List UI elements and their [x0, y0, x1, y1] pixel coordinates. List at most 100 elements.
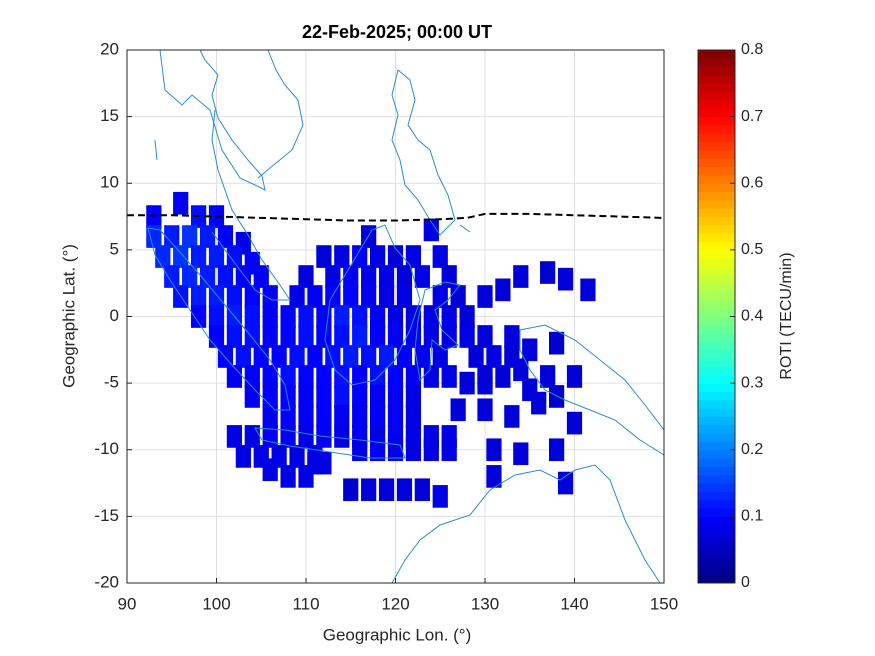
roti-cell: [486, 465, 502, 488]
roti-cell: [262, 305, 278, 328]
roti-cell: [495, 365, 511, 388]
y-tick-label: -5: [104, 373, 119, 392]
roti-cell: [378, 345, 395, 368]
y-tick-label: 0: [110, 306, 119, 325]
roti-cell: [423, 365, 439, 388]
colorbar-step: [698, 308, 735, 317]
x-tick-label: 150: [650, 594, 678, 613]
roti-cell: [244, 385, 260, 408]
roti-cell: [208, 325, 225, 348]
roti-cell: [146, 205, 162, 228]
roti-cell: [441, 438, 457, 462]
roti-cell: [477, 325, 493, 348]
colorbar-step: [698, 516, 735, 526]
roti-cell: [190, 305, 207, 328]
roti-cell: [262, 365, 278, 388]
colorbar-step: [698, 383, 735, 392]
roti-cell: [280, 365, 296, 388]
colorbar-step: [698, 549, 735, 559]
roti-cell: [343, 265, 359, 288]
roti-cell: [557, 267, 574, 291]
roti-cell: [280, 405, 296, 428]
y-tick-label: -10: [94, 439, 119, 458]
roti-cell: [423, 438, 439, 462]
roti-cell: [173, 245, 189, 268]
roti-cell: [199, 225, 216, 248]
roti-cell: [477, 285, 493, 308]
colorbar-step: [698, 174, 735, 184]
roti-cell: [253, 345, 269, 368]
roti-cell: [352, 305, 368, 328]
roti-cell: [580, 278, 596, 302]
roti-cell: [217, 265, 234, 288]
roti-cell: [405, 385, 422, 408]
colorbar-step: [698, 374, 735, 384]
coastline: [147, 227, 291, 411]
roti-cell: [244, 365, 260, 388]
colorbar-step: [698, 333, 735, 342]
colorbar-tick-label: 0.5: [741, 241, 763, 258]
colorbar-step: [698, 533, 735, 542]
colorbar-step: [698, 116, 735, 126]
colorbar: [698, 50, 735, 584]
roti-cell: [316, 245, 332, 268]
colorbar-tick-label: 0.1: [741, 508, 763, 525]
roti-cell: [441, 305, 457, 328]
roti-cell: [495, 278, 511, 302]
colorbar-step: [698, 299, 735, 309]
roti-cell: [477, 371, 493, 395]
roti-cell: [513, 265, 529, 288]
roti-cell: [226, 365, 243, 388]
roti-cell: [432, 345, 448, 368]
roti-cell: [432, 285, 448, 308]
roti-cell: [441, 265, 457, 288]
roti-cell: [450, 285, 466, 308]
colorbar-step: [698, 108, 735, 118]
colorbar-step: [698, 474, 735, 484]
roti-cell: [369, 438, 386, 462]
roti-cell: [513, 442, 529, 466]
roti-cell: [235, 345, 251, 368]
roti-cell: [262, 325, 278, 348]
colorbar-label: ROTI (TECU/min): [778, 252, 795, 379]
colorbar-step: [698, 66, 735, 76]
coastline: [154, 139, 471, 233]
roti-cell: [289, 285, 305, 308]
colorbar-step: [698, 358, 735, 367]
colorbar-tick-label: 0.7: [741, 108, 763, 125]
roti-cell: [164, 265, 180, 288]
roti-cell: [387, 305, 404, 328]
colorbar-step: [698, 449, 735, 459]
x-tick-label: 140: [560, 594, 588, 613]
roti-cell: [396, 285, 413, 308]
roti-cell: [244, 305, 260, 328]
roti-cell: [352, 405, 368, 428]
roti-cell: [190, 245, 207, 268]
coastline: [159, 49, 266, 191]
roti-cell: [325, 285, 341, 308]
roti-cell: [262, 285, 278, 308]
roti-cell: [396, 345, 413, 368]
roti-cell: [387, 385, 404, 408]
x-tick-label: 110: [292, 594, 319, 613]
roti-cell: [343, 345, 359, 368]
roti-cell: [280, 305, 296, 328]
coastline: [324, 224, 421, 386]
roti-cell: [432, 245, 448, 268]
roti-cell: [548, 385, 565, 408]
x-tick-label: 130: [471, 594, 499, 613]
y-tick-label: -15: [94, 506, 119, 525]
roti-cell: [566, 411, 583, 435]
roti-cell: [504, 325, 520, 348]
roti-cell: [369, 305, 386, 328]
roti-cell: [486, 345, 502, 368]
colorbar-step: [698, 566, 735, 576]
coastline: [391, 464, 661, 584]
colorbar-tick-label: 0: [741, 574, 750, 591]
roti-cell: [459, 305, 475, 328]
roti-cell: [280, 385, 296, 408]
x-tick-label: 90: [118, 594, 137, 613]
colorbar-step: [698, 541, 735, 551]
y-axis-label: Geographic Lat. (°): [59, 244, 78, 388]
colorbar-tick-label: 0.8: [741, 41, 763, 58]
